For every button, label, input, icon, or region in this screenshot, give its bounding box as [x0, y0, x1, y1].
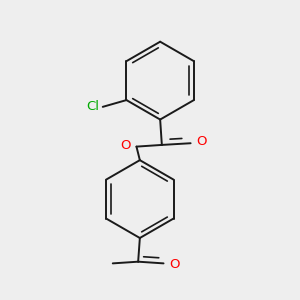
- Text: O: O: [169, 258, 179, 271]
- Text: Cl: Cl: [86, 100, 99, 113]
- Text: O: O: [121, 139, 131, 152]
- Text: O: O: [197, 135, 207, 148]
